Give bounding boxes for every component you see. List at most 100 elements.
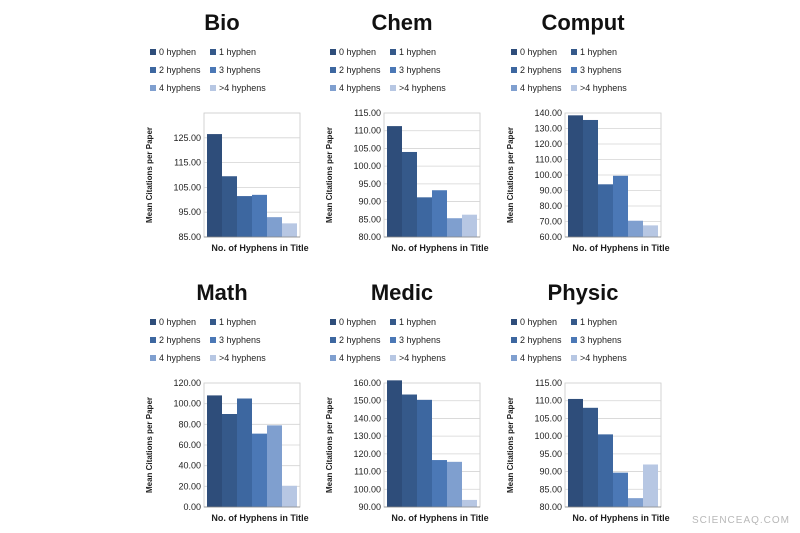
y-axis-label: Mean Citations per Paper [145,397,154,493]
legend-label: 4 hyphens [339,353,381,363]
legend-swatch [330,355,336,361]
plot-area: 90.00 100.00 110.00 120.00 130.00 140.00 150.0… [325,378,489,523]
legend-label: 1 hyphen [219,317,257,327]
bar-3-hyphens [613,472,628,507]
y-tick-label: 150.00 [353,396,381,406]
legend-label: 0 hyphen [159,47,197,57]
legend-swatch [511,355,517,361]
y-tick-label: 95.00 [358,179,381,189]
y-tick-label: 85.00 [178,232,201,242]
legend-item: 0 hyphen [511,46,557,58]
legend-label: 3 hyphens [399,335,441,345]
chart-panel-bio: Bio 0 hyphen 1 hyphen 2 hyphens 3 hyphens 4 h… [132,8,312,263]
bar-1-hyphen [222,414,237,507]
legend-item: 4 hyphens [511,82,562,94]
legend-swatch [150,319,156,325]
bar-4-hyphens [447,218,462,237]
legend-swatch [210,49,216,55]
y-tick-label: 0.00 [183,502,201,512]
bar-4-hyphens [628,498,643,507]
legend-item: 3 hyphens [210,334,261,346]
bar-1-hyphen [583,407,598,507]
legend-label: 3 hyphens [219,335,261,345]
legend-label: >4 hyphens [399,353,446,363]
legend-item: 4 hyphens [330,352,381,364]
legend-label: 4 hyphens [159,353,201,363]
legend-label: 0 hyphen [520,317,558,327]
y-tick-label: 90.00 [358,502,381,512]
y-tick-label: 105.00 [534,413,562,423]
legend-item: >4 hyphens [390,352,446,364]
legend-label: 4 hyphens [520,83,562,93]
bar--4-hyphens [462,499,477,507]
legend-label: 2 hyphens [159,65,201,75]
legend-swatch [571,67,577,73]
bar--4-hyphens [643,464,658,507]
legend-label: 1 hyphen [399,47,437,57]
plot-area: 80.00 85.00 90.00 95.00 100.00 105.00 110.00 11… [506,378,670,523]
legend-item: 2 hyphens [150,64,201,76]
plot-area: 80.00 85.00 90.00 95.00 100.00 105.00 110.00 11… [325,108,489,253]
y-tick-label: 105.00 [353,143,381,153]
legend-item: 0 hyphen [150,316,196,328]
legend-label: 3 hyphens [580,65,622,75]
y-tick-label: 80.00 [178,419,201,429]
legend-item: 0 hyphen [511,316,557,328]
legend-swatch [330,85,336,91]
legend-swatch [571,49,577,55]
bar-1-hyphen [583,119,598,237]
bar-0-hyphen [387,380,402,507]
legend-item: 0 hyphen [330,316,376,328]
legend-label: >4 hyphens [219,353,266,363]
y-tick-label: 115.00 [535,378,562,388]
y-tick-label: 125.00 [173,133,201,143]
legend-swatch [511,319,517,325]
legend-label: 1 hyphen [580,317,618,327]
bar--4-hyphens [643,225,658,237]
chart-panel-comput: Comput 0 hyphen 1 hyphen 2 hyphens 3 hyphens… [493,8,673,263]
legend-swatch [511,337,517,343]
legend-label: >4 hyphens [219,83,266,93]
chart-title: Comput [541,10,625,35]
y-tick-label: 80.00 [539,502,562,512]
legend-label: 2 hyphens [159,335,201,345]
legend-swatch [390,49,396,55]
x-axis-label: No. of Hyphens in Title [211,243,308,253]
chart-panel-medic: Medic 0 hyphen 1 hyphen 2 hyphens 3 hyphens 4… [312,278,492,533]
x-axis-label: No. of Hyphens in Title [211,513,308,523]
y-tick-label: 120.00 [534,139,562,149]
bar-3-hyphens [432,460,447,507]
legend-item: 1 hyphen [571,316,617,328]
legend-swatch [390,337,396,343]
y-tick-label: 80.00 [358,232,381,242]
legend-swatch [150,355,156,361]
y-tick-label: 90.00 [539,467,562,477]
chart-title: Math [196,280,248,305]
bar-0-hyphen [387,126,402,237]
plot-area: 60.00 70.00 80.00 90.00 100.00 110.00 120.00 13… [506,108,670,253]
legend-label: 1 hyphen [580,47,618,57]
chart-panel-physic: Physic 0 hyphen 1 hyphen 2 hyphens 3 hyphens… [493,278,673,533]
legend-swatch [330,49,336,55]
bar-0-hyphen [568,398,583,507]
legend-swatch [330,67,336,73]
bar-0-hyphen [207,134,222,237]
legend-swatch [571,85,577,91]
legend-swatch [571,355,577,361]
bar-4-hyphens [447,461,462,507]
legend-item: 3 hyphens [571,334,622,346]
legend-swatch [210,337,216,343]
legend-item: 2 hyphens [511,64,562,76]
legend-item: 2 hyphens [511,334,562,346]
legend-swatch [330,337,336,343]
legend-label: 4 hyphens [520,353,562,363]
y-tick-label: 140.00 [534,108,562,118]
y-tick-label: 140.00 [353,413,381,423]
y-tick-label: 110.00 [354,467,381,477]
bar-1-hyphen [222,176,237,237]
chart-panel-math: Math 0 hyphen 1 hyphen 2 hyphens 3 hyphens 4 … [132,278,312,533]
bar-3-hyphens [613,175,628,237]
bar-4-hyphens [267,217,282,237]
bar-2-hyphens [417,197,432,237]
legend-swatch [390,85,396,91]
